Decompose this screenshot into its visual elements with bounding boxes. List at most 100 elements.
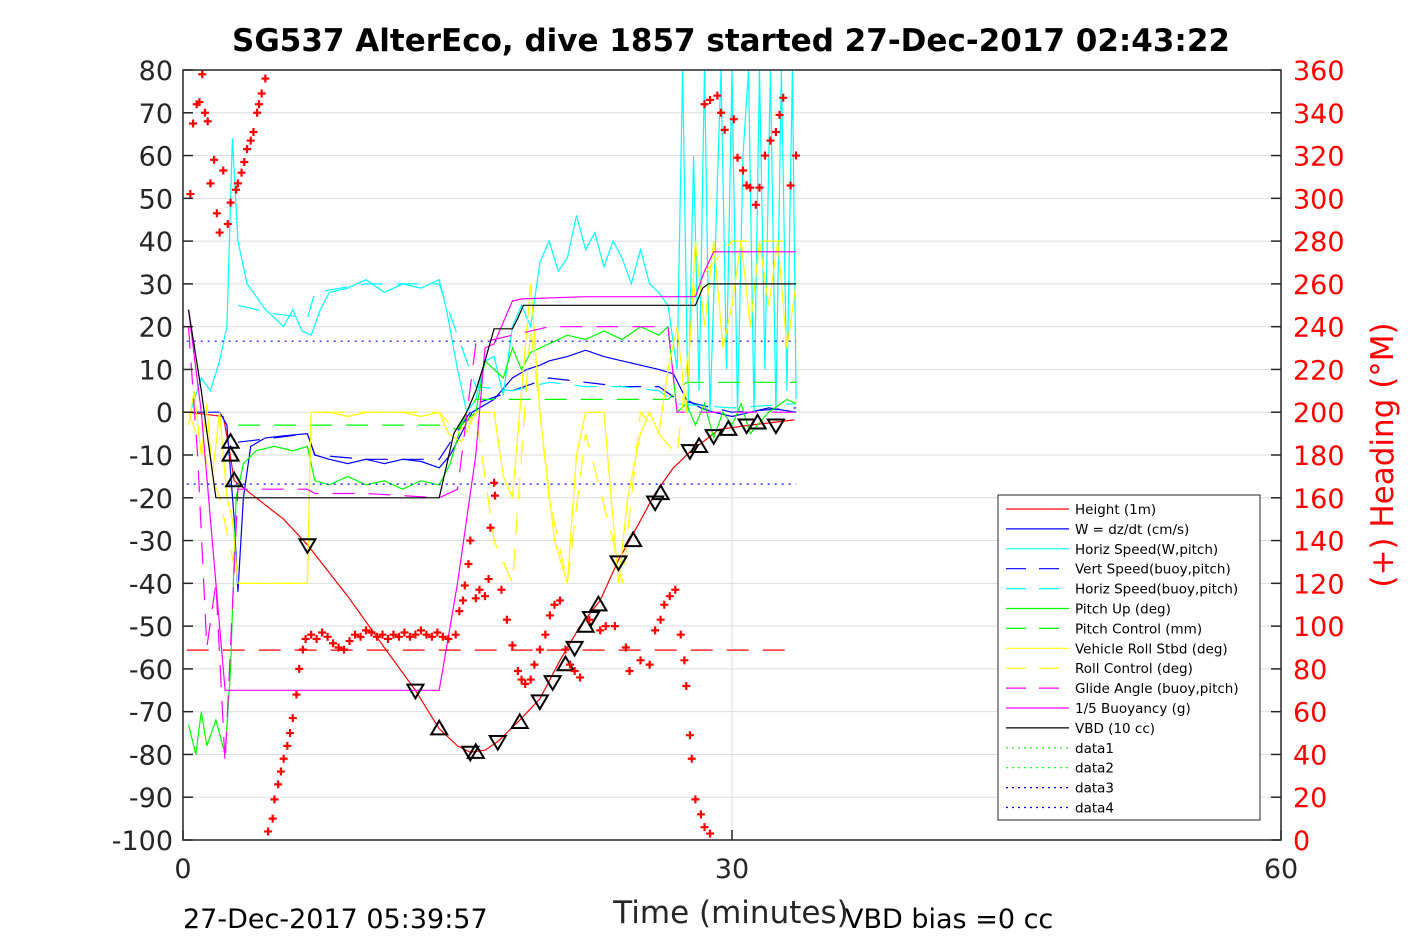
heading-plus-marker: [455, 607, 464, 616]
heading-plus-marker: [685, 731, 694, 740]
heading-plus-marker: [295, 664, 304, 673]
heading-plus-marker: [367, 628, 376, 637]
heading-plus-marker: [555, 596, 564, 605]
right-axis-label: (+) Heading (°M): [1365, 322, 1401, 587]
heading-plus-marker: [491, 491, 500, 500]
heading-plus-marker: [438, 632, 447, 641]
triangle-up-marker: [509, 712, 530, 729]
legend-label: W = dz/dt (cm/s): [1075, 522, 1189, 538]
heading-plus-marker: [475, 585, 484, 594]
y-tick-label: -40: [129, 569, 173, 600]
heading-plus-marker: [651, 626, 660, 635]
heading-plus-marker: [340, 645, 349, 654]
heading-plus-marker: [383, 634, 392, 643]
triangle-up-marker: [623, 530, 643, 548]
footer-vbd-bias: VBD bias =0 cc: [845, 904, 1053, 935]
right-tick-label: 320: [1293, 142, 1345, 173]
right-tick-label: 240: [1293, 313, 1345, 344]
heading-plus-marker: [288, 714, 297, 723]
legend-label: Roll Control (deg): [1075, 661, 1193, 677]
heading-plus-marker: [625, 667, 634, 676]
heading-plus-marker: [550, 600, 559, 609]
triangle-up-marker: [224, 470, 244, 488]
legend-label: Pitch Control (mm): [1075, 621, 1202, 637]
heading-plus-marker: [466, 536, 475, 545]
heading-plus-marker: [279, 754, 288, 763]
heading-plus-marker: [451, 630, 460, 639]
heading-plus-marker: [232, 185, 241, 194]
y-tick-label: -100: [112, 826, 173, 857]
heading-plus-marker: [691, 795, 700, 804]
heading-plus-marker: [274, 780, 283, 789]
heading-plus-marker: [233, 179, 242, 188]
heading-plus-marker: [775, 110, 784, 119]
heading-plus-marker: [307, 630, 316, 639]
triangle-up-marker: [588, 594, 609, 612]
heading-plus-marker: [195, 98, 204, 107]
heading-plus-marker: [700, 823, 709, 832]
right-tick-label: 180: [1293, 441, 1345, 472]
heading-plus-marker: [513, 667, 522, 676]
triangle-up-marker: [718, 419, 739, 436]
heading-plus-marker: [329, 639, 338, 648]
y-tick-label: 40: [139, 227, 173, 258]
heading-plus-marker: [219, 166, 228, 175]
series-pitch-up-deg: [187, 325, 797, 755]
heading-plus-marker: [610, 622, 619, 631]
heading-plus-marker: [671, 585, 680, 594]
marker-layer: [220, 412, 786, 763]
y-tick-label: 80: [139, 56, 173, 87]
series-height-1m: [188, 411, 795, 753]
heading-plus-marker: [490, 478, 499, 487]
right-tick-label: 120: [1293, 569, 1345, 600]
heading-plus-marker: [502, 615, 511, 624]
heading-plus-marker: [283, 741, 292, 750]
right-tick-label: 340: [1293, 99, 1345, 130]
triangle-down-marker: [564, 640, 585, 658]
right-tick-label: 200: [1293, 398, 1345, 429]
footer-date: 27-Dec-2017 05:39:57: [183, 904, 488, 935]
triangle-down-marker: [766, 418, 786, 436]
heading-plus-marker: [286, 729, 295, 738]
heading-plus-marker: [334, 643, 343, 652]
series-glide-angle-buoy-pitch: [187, 326, 797, 764]
legend: Height (1m) W = dz/dt (cm/s) Horiz Speed(W…: [997, 494, 1261, 821]
heading-plus-marker: [212, 209, 221, 218]
series-horiz-speed-buoy-pitch: [237, 283, 797, 409]
heading-plus-marker: [356, 632, 365, 641]
heading-plus-marker: [301, 634, 310, 643]
heading-plus-marker: [422, 630, 431, 639]
heading-plus-marker: [243, 145, 252, 154]
heading-plus-marker: [249, 128, 258, 137]
heading-plus-marker: [312, 634, 321, 643]
heading-plus-marker: [389, 630, 398, 639]
heading-plus-marker: [237, 168, 246, 177]
right-tick-label: 140: [1293, 527, 1345, 558]
y-tick-label: -70: [129, 698, 173, 729]
heading-plus-marker: [298, 645, 307, 654]
right-tick-label: 360: [1293, 56, 1345, 87]
y-tick-label: 20: [139, 313, 173, 344]
x-tick-label: 30: [715, 854, 749, 885]
y-tick-label: 50: [139, 184, 173, 215]
heading-plus-marker: [760, 151, 769, 160]
y-tick-label: -90: [129, 783, 173, 814]
y-tick-label: -30: [129, 527, 173, 558]
heading-plus-marker: [427, 632, 436, 641]
triangle-up-marker: [747, 412, 768, 430]
heading-plus-marker: [792, 151, 801, 160]
heading-plus-marker: [458, 596, 467, 605]
right-tick-label: 260: [1293, 270, 1345, 301]
right-tick-label: 20: [1293, 783, 1327, 814]
legend-label: data3: [1075, 781, 1114, 797]
heading-plus-marker: [766, 136, 775, 145]
heading-plus-marker: [210, 155, 219, 164]
legend-label: 1/5 Buoyancy (g): [1075, 701, 1191, 717]
y-tick-label: -10: [129, 441, 173, 472]
triangle-down-marker: [460, 745, 481, 763]
heading-plus-marker: [257, 89, 266, 98]
heading-plus-marker: [517, 675, 526, 684]
right-tick-label: 100: [1293, 612, 1345, 643]
heading-plus-marker: [394, 632, 403, 641]
heading-plus-marker: [700, 100, 709, 109]
